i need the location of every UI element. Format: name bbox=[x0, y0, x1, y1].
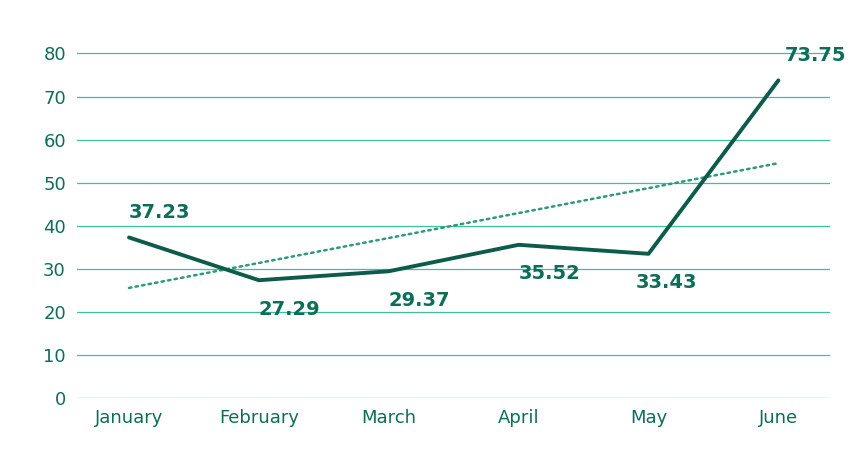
Text: 33.43: 33.43 bbox=[635, 273, 697, 292]
Text: 27.29: 27.29 bbox=[259, 300, 320, 319]
Text: 35.52: 35.52 bbox=[519, 264, 580, 283]
Text: 73.75: 73.75 bbox=[785, 46, 847, 65]
Text: 29.37: 29.37 bbox=[389, 291, 450, 310]
Text: 37.23: 37.23 bbox=[129, 203, 191, 223]
